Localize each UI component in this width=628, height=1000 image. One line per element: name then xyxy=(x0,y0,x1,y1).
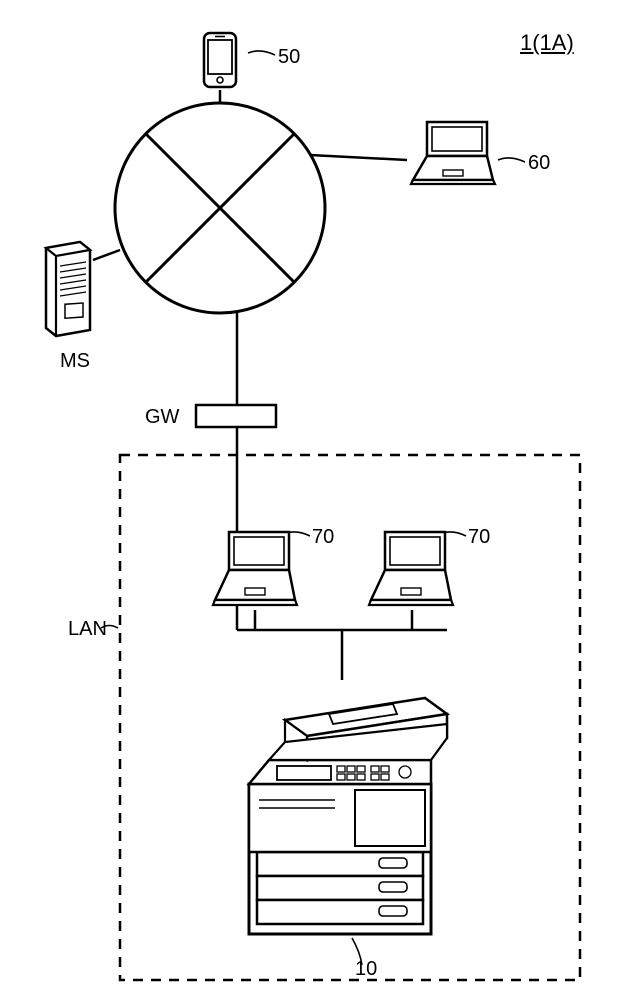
label-gw: GW xyxy=(145,406,179,429)
label-ms: MS xyxy=(60,350,90,373)
laptop-70l-icon xyxy=(207,528,302,610)
label-50: 50 xyxy=(278,46,300,69)
lead-50 xyxy=(248,51,275,55)
label-70l: 70 xyxy=(312,526,334,549)
server-icon xyxy=(40,238,95,340)
diagram-canvas: 1(1A) xyxy=(0,0,628,1000)
label-60: 60 xyxy=(528,152,550,175)
label-lan: LAN xyxy=(68,618,107,641)
label-70r: 70 xyxy=(468,526,490,549)
laptop-60-icon xyxy=(405,118,500,188)
line-laptop-hub xyxy=(310,155,407,160)
gw-box xyxy=(196,405,276,427)
laptop-70r-icon xyxy=(363,528,458,610)
label-10: 10 xyxy=(355,958,377,981)
lead-60 xyxy=(498,158,525,162)
phone-icon xyxy=(198,30,242,90)
mfp-icon xyxy=(225,678,455,940)
line-server-hub xyxy=(93,250,120,260)
